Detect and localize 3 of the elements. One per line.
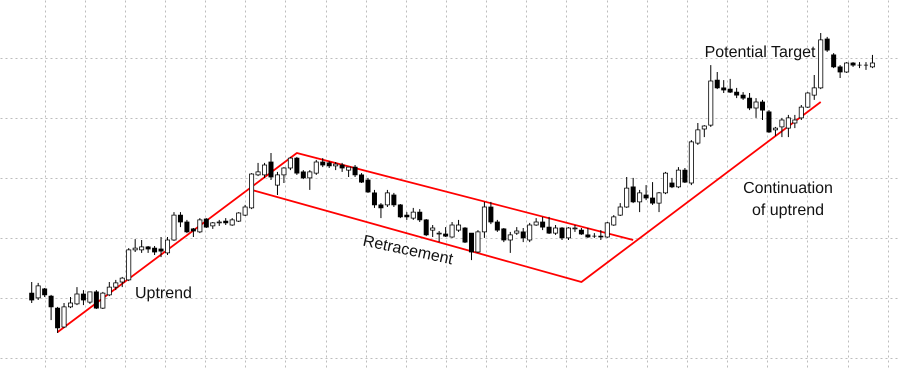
annotation: Continuation of uptrend bbox=[743, 180, 833, 219]
annotation: Potential Target bbox=[704, 44, 816, 61]
annotation: Uptrend bbox=[135, 285, 192, 302]
